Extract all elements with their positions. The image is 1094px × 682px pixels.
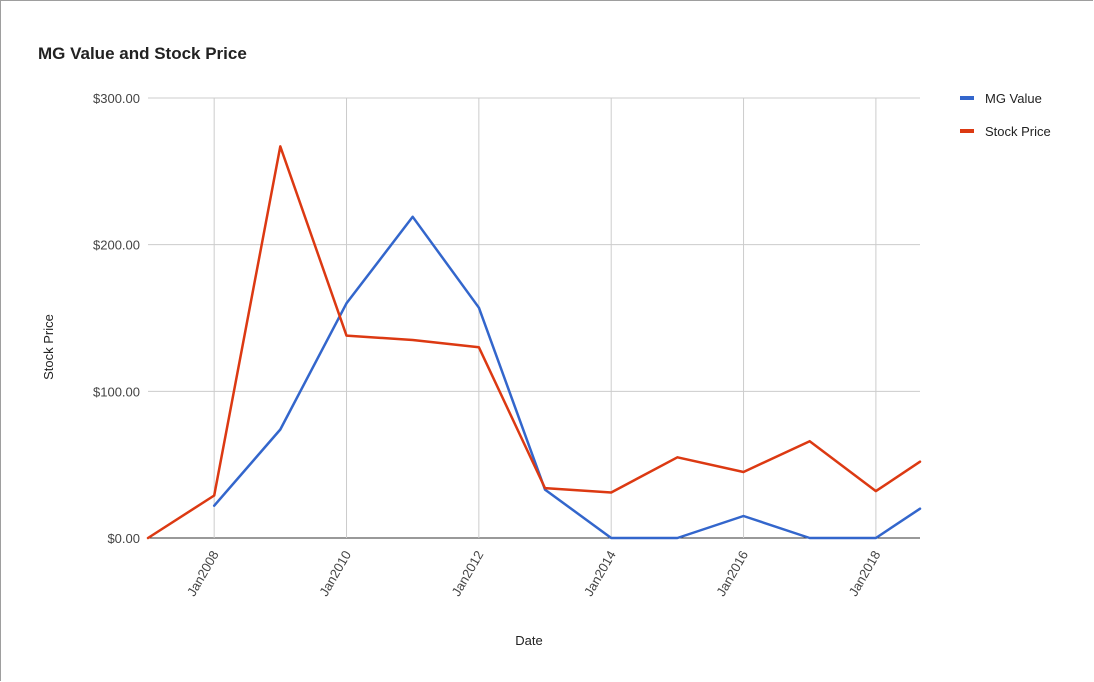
legend-swatch <box>960 129 974 133</box>
chart-title: MG Value and Stock Price <box>38 44 247 63</box>
y-tick-label: $100.00 <box>93 384 140 399</box>
grid-lines <box>148 97 920 539</box>
series-line-stock-price <box>146 145 922 540</box>
x-tick-label: Jan2012 <box>449 548 487 599</box>
y-tick-label: $200.00 <box>93 238 140 253</box>
y-tick-label: $0.00 <box>107 531 140 546</box>
y-tick-label: $300.00 <box>93 91 140 106</box>
y-axis-label: Stock Price <box>41 314 56 380</box>
legend-label: MG Value <box>985 91 1042 106</box>
x-tick-label: Jan2014 <box>581 548 619 599</box>
series-lines <box>146 145 922 540</box>
legend: MG Value Stock Price <box>960 91 1051 139</box>
legend-swatch <box>960 96 974 100</box>
x-tick-label: Jan2008 <box>184 548 222 599</box>
legend-label: Stock Price <box>985 124 1051 139</box>
x-tick-label: Jan2016 <box>713 548 751 599</box>
x-tick-labels: Jan2008 Jan2010 Jan2012 Jan2014 Jan2016 Jan20… <box>184 548 884 599</box>
x-tick-label: Jan2018 <box>846 548 884 599</box>
y-tick-labels: $0.00 $100.00 $200.00 $300.00 <box>93 91 140 546</box>
series-line-mg-value <box>212 215 922 540</box>
x-tick-label: Jan2010 <box>316 548 354 599</box>
x-axis-label: Date <box>515 633 542 648</box>
